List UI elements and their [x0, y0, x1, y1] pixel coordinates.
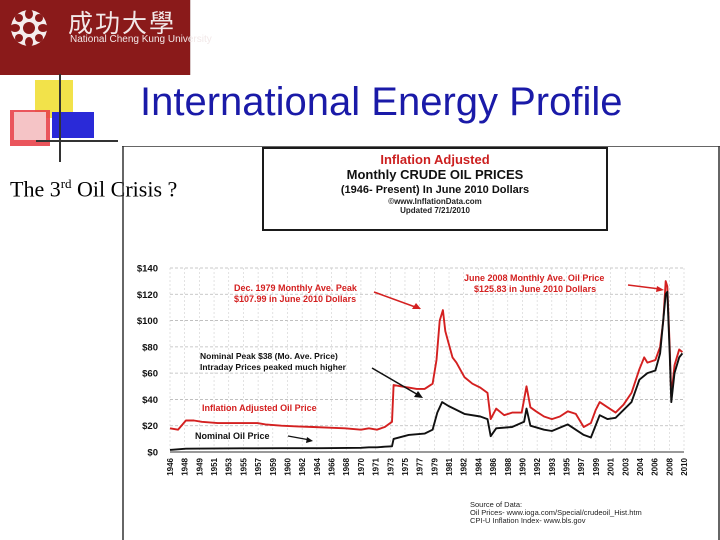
y-tick-label: $120 — [137, 290, 158, 301]
x-tick-label: 1962 — [298, 457, 307, 475]
annotation-1979-arrowhead — [412, 303, 421, 309]
y-tick-label: $20 — [142, 421, 158, 432]
x-tick-label: 1981 — [445, 457, 454, 475]
x-tick-label: 2008 — [665, 457, 674, 475]
x-tick-label: 1986 — [489, 457, 498, 475]
x-tick-label: 1964 — [313, 457, 322, 475]
x-tick-label: 1992 — [533, 457, 542, 475]
x-tick-label: 1966 — [328, 457, 337, 475]
oil-price-chart: $0 $20 $40 $60 $80 $100 $120 $140 1946 1948 1949 19… — [122, 146, 720, 540]
annotation-2008-price-line1: June 2008 Monthly Ave. Oil Price — [464, 273, 604, 283]
annotation-nominal-peak-line2: Intraday Prices peaked much higher — [200, 362, 347, 372]
nominal-price-line — [169, 290, 684, 451]
x-tick-label: 1993 — [548, 457, 557, 475]
nominal-label-arrow — [287, 435, 311, 441]
university-chinese-name: 成功大學 — [68, 9, 177, 38]
x-tick-label: 1959 — [269, 457, 278, 475]
chart-header-line2: Monthly CRUDE OIL PRICES — [346, 167, 524, 182]
nominal-label-arrowhead — [306, 437, 313, 443]
x-tick-label: 1953 — [225, 457, 234, 475]
x-tick-label: 1951 — [210, 457, 219, 475]
annotation-2008-arrowhead — [656, 286, 664, 292]
x-tick-label: 1948 — [181, 457, 190, 475]
annotation-1979-peak-line1: Dec. 1979 Monthly Ave. Peak — [234, 283, 358, 293]
x-tick-label: 2004 — [636, 457, 645, 475]
annotation-nominal-peak-arrowhead — [414, 391, 423, 398]
x-tick-label: 2001 — [607, 457, 616, 475]
series-label-nominal: Nominal Oil Price — [195, 431, 270, 441]
annotation-2008-arrow — [627, 284, 661, 290]
subtitle-suffix: Oil Crisis ? — [71, 176, 178, 202]
university-english-name: National Cheng Kung University — [70, 34, 212, 45]
annotation-nominal-peak-arrow — [371, 367, 421, 397]
x-tick-label: 2006 — [651, 457, 660, 475]
source-note-line3: CPI-U Inflation Index- www.bls.gov — [470, 516, 586, 525]
subtitle-superscript: rd — [60, 176, 72, 191]
y-tick-label: $80 — [142, 342, 158, 353]
x-tick-label: 2010 — [680, 457, 689, 475]
series-label-adjusted: Inflation Adjusted Oil Price — [202, 403, 317, 413]
x-tick-label: 1999 — [592, 457, 601, 475]
source-note-line1: Source of Data: — [470, 500, 523, 509]
x-tick-label: 1971 — [372, 457, 381, 475]
x-tick-label: 1960 — [283, 457, 292, 475]
x-tick-label: 1973 — [386, 457, 395, 475]
x-tick-label: 1997 — [577, 457, 586, 475]
x-tick-label: 1984 — [474, 457, 483, 475]
x-tick-label: 1990 — [518, 457, 527, 475]
y-tick-label: $60 — [142, 369, 158, 380]
annotation-nominal-peak-line1: Nominal Peak $38 (Mo. Ave. Price) — [200, 351, 338, 361]
slide-subtitle: The 3rd Oil Crisis ? — [10, 176, 177, 202]
chart-header-copyright: ©www.InflationData.com — [388, 197, 482, 206]
source-note: Source of Data: Oil Prices- www.ioga.com… — [470, 501, 642, 525]
adjusted-price-line — [169, 280, 683, 431]
x-tick-label: 1988 — [504, 457, 513, 475]
x-tick-label: 1995 — [563, 457, 572, 475]
chart-header-line1: Inflation Adjusted — [380, 152, 490, 167]
slide-title: International Energy Profile — [140, 80, 623, 124]
x-tick-label: 1975 — [401, 457, 410, 475]
y-tick-label: $100 — [137, 316, 158, 327]
x-tick-label: 1977 — [416, 457, 425, 475]
university-emblem-icon — [10, 9, 48, 47]
annotation-1979-peak-line2: $107.99 in June 2010 Dollars — [234, 294, 356, 304]
x-tick-label: 1946 — [166, 457, 175, 475]
x-tick-label: 1970 — [357, 457, 366, 475]
y-tick-label: $0 — [147, 448, 158, 459]
subtitle-prefix: The 3 — [10, 176, 61, 202]
x-tick-label: 1949 — [195, 457, 204, 475]
chart-header-line3: (1946- Present) In June 2010 Dollars — [340, 184, 530, 196]
annotation-1979-arrow — [373, 291, 419, 309]
y-tick-label: $140 — [137, 264, 158, 275]
university-logo: 成功大學 National Cheng Kung University — [0, 0, 212, 75]
x-tick-label: 1957 — [254, 457, 263, 475]
chart-header-box: Inflation Adjusted Monthly CRUDE OIL PRI… — [262, 147, 608, 231]
chart-header-updated: Updated 7/21/2010 — [400, 206, 470, 215]
x-tick-label: 2003 — [621, 457, 630, 475]
x-tick-label: 1968 — [342, 457, 351, 475]
y-tick-label: $40 — [142, 395, 158, 406]
x-tick-label: 1979 — [430, 457, 439, 475]
oil-price-chart-svg: $0 $20 $40 $60 $80 $100 $120 $140 1946 1948 1949 19… — [122, 146, 720, 540]
source-note-line2: Oil Prices- www.ioga.com/Special/crudeoi… — [470, 508, 642, 517]
x-tick-label: 1982 — [460, 457, 469, 475]
decorative-squares — [10, 74, 118, 162]
annotation-2008-price-line2: $125.83 in June 2010 Dollars — [474, 284, 596, 294]
x-tick-label: 1955 — [239, 457, 248, 475]
